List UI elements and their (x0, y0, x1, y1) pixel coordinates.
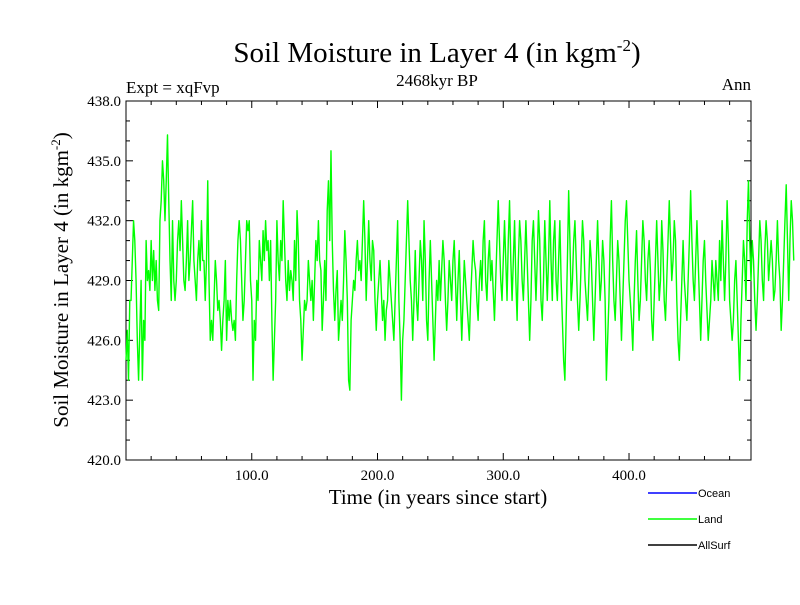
season-label: Ann (722, 75, 752, 94)
y-tick-label: 435.0 (87, 154, 121, 170)
x-tick-label: 400.0 (612, 468, 646, 484)
y-axis-title: Soil Moisture in Layer 4 (in kgm-2) (48, 132, 73, 427)
y-tick-label: 438.0 (87, 94, 121, 110)
y-tick-label: 426.0 (87, 333, 121, 349)
y-tick-label: 432.0 (87, 214, 121, 230)
legend-label-ocean: Ocean (698, 488, 730, 500)
x-tick-label: 300.0 (486, 468, 520, 484)
y-axis: 420.0 423.0 426.0 429.0 432.0 435.0 438.0 (87, 94, 751, 469)
x-tick-label: 100.0 (235, 468, 269, 484)
x-axis-title: Time (in years since start) (329, 485, 548, 509)
x-tick-label: 200.0 (361, 468, 395, 484)
y-tick-label: 423.0 (87, 393, 121, 409)
legend-label-allsurf: AllSurf (698, 540, 731, 552)
x-axis: 100.0 200.0 300.0 400.0 (150, 101, 731, 484)
legend-label-land: Land (698, 514, 722, 526)
chart-subtitle: 2468kyr BP (396, 71, 478, 90)
y-tick-label: 420.0 (87, 453, 121, 469)
experiment-label: Expt = xqFvp (126, 78, 220, 97)
series-line-land (125, 134, 795, 401)
legend: Ocean Land AllSurf (648, 488, 731, 552)
y-tick-label: 429.0 (87, 274, 121, 290)
chart-title: Soil Moisture in Layer 4 (in kgm-2) (233, 36, 640, 69)
